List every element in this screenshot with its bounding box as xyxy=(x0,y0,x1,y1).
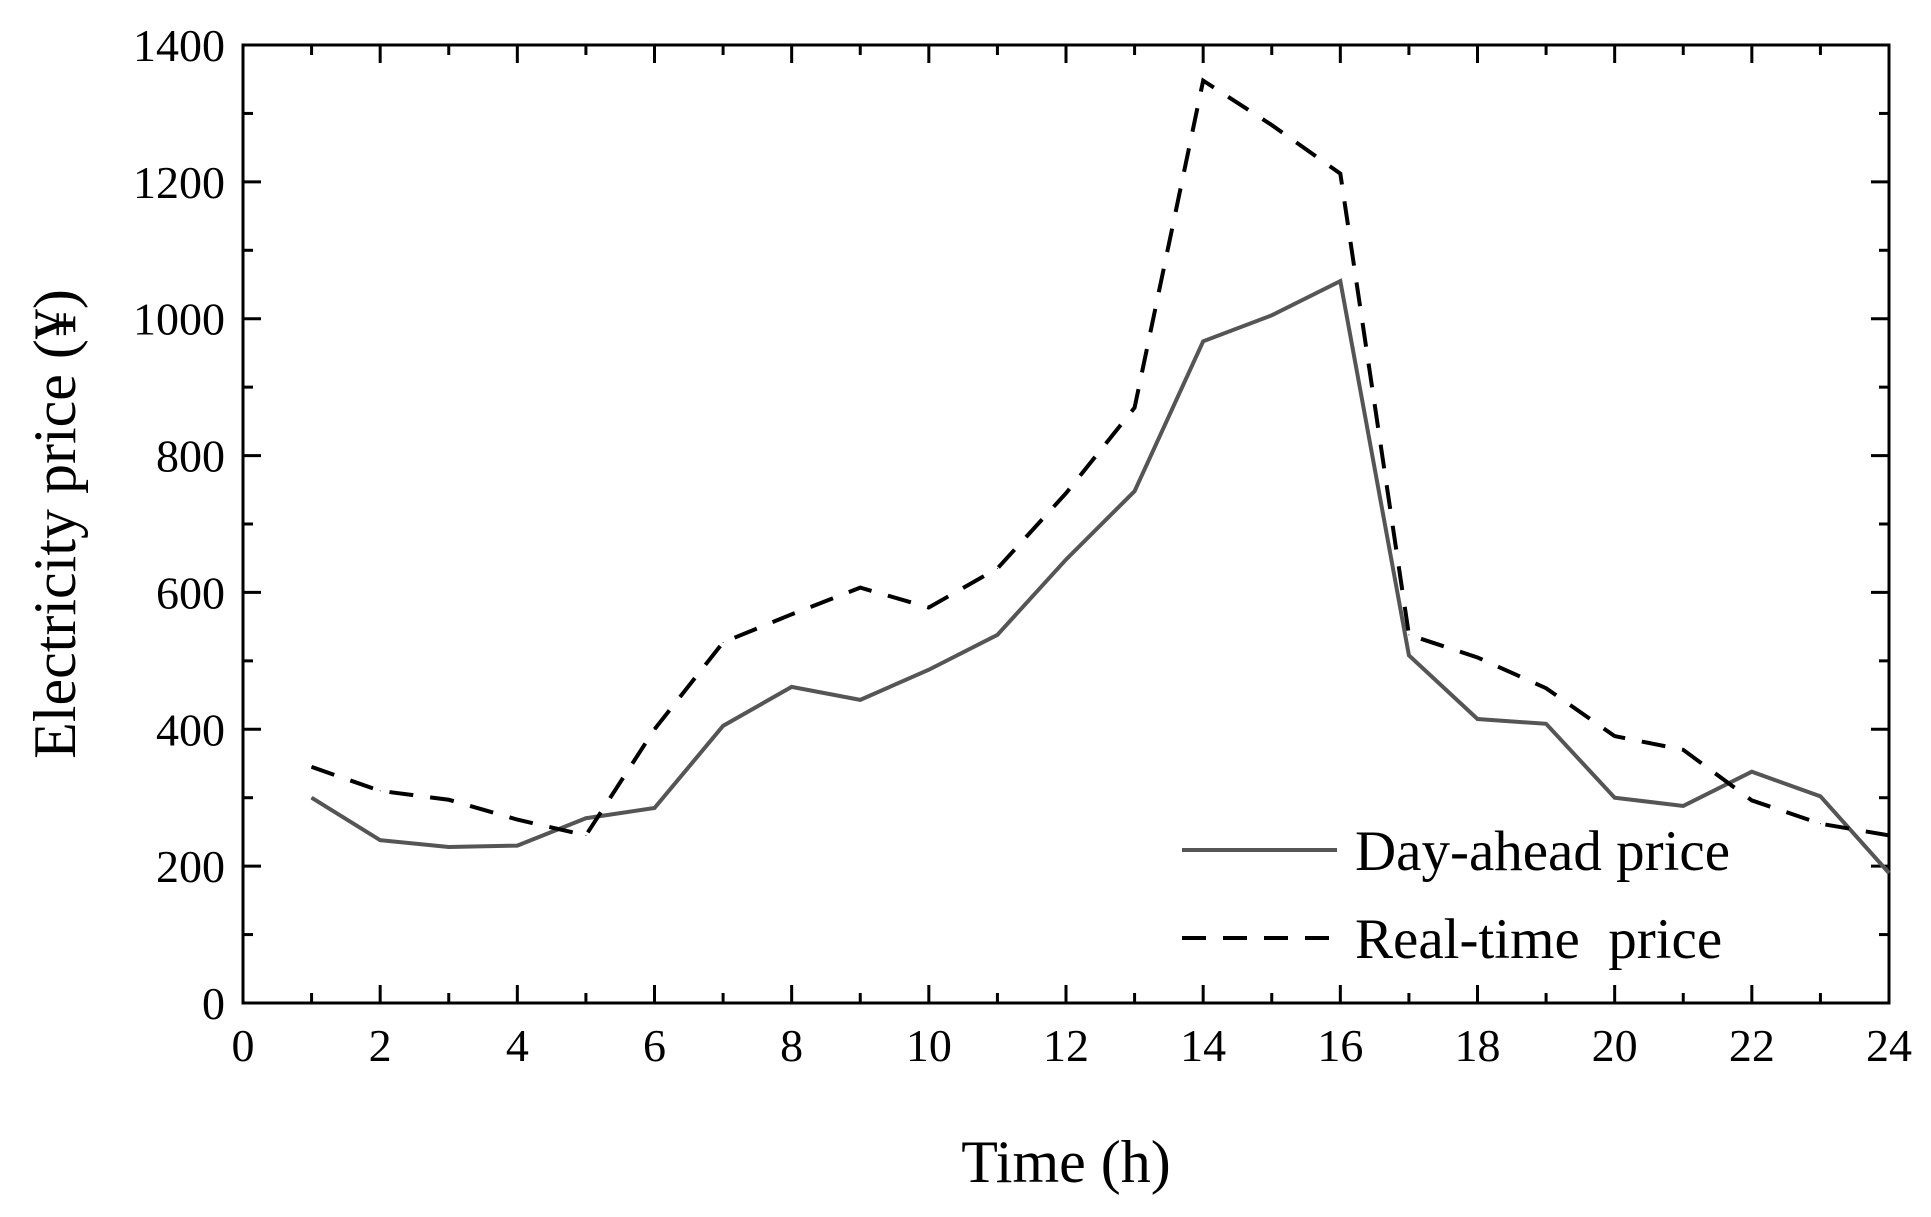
series-line-real-time xyxy=(310,77,1890,838)
data-point xyxy=(1819,795,1821,797)
data-point xyxy=(859,699,861,701)
y-tick-label: 0 xyxy=(202,978,225,1029)
data-point xyxy=(1614,735,1616,737)
y-tick-label: 600 xyxy=(156,567,225,618)
data-point xyxy=(928,669,930,671)
data-point xyxy=(791,613,793,615)
y-tick-label: 400 xyxy=(156,704,225,755)
data-point xyxy=(722,725,724,727)
y-axis-title: Electricity price (¥) xyxy=(22,289,88,759)
data-point xyxy=(379,839,381,841)
data-point xyxy=(1819,823,1821,825)
data-point xyxy=(722,641,724,643)
data-point xyxy=(1065,492,1067,494)
x-tick-label: 18 xyxy=(1455,1020,1501,1071)
x-tick-label: 10 xyxy=(906,1020,952,1071)
data-point xyxy=(1339,280,1341,282)
data-point xyxy=(996,634,998,636)
data-point xyxy=(1888,872,1890,874)
data-point xyxy=(1271,314,1273,316)
data-point xyxy=(1134,407,1136,409)
legend: Day-ahead price Real-time price xyxy=(1182,820,1730,971)
data-point xyxy=(1477,656,1478,658)
y-tick-label: 1400 xyxy=(133,20,225,71)
data-point xyxy=(585,834,587,836)
data-point xyxy=(516,845,518,847)
data-point xyxy=(791,686,793,688)
x-tick-label: 12 xyxy=(1043,1020,1089,1071)
x-tick-label: 20 xyxy=(1592,1020,1638,1071)
data-point xyxy=(1339,173,1341,175)
x-tick-label: 14 xyxy=(1180,1020,1226,1071)
data-point xyxy=(1202,340,1204,342)
data-point xyxy=(1202,80,1204,82)
data-point xyxy=(516,819,518,821)
x-tick-label: 16 xyxy=(1317,1020,1363,1071)
legend-label-day-ahead: Day-ahead price xyxy=(1355,820,1730,883)
y-tick-label: 200 xyxy=(156,841,225,892)
y-tick-label: 1000 xyxy=(133,294,225,345)
data-point xyxy=(1545,723,1547,725)
x-tick-label: 4 xyxy=(506,1020,529,1071)
data-point xyxy=(379,790,381,792)
data-point xyxy=(585,817,587,819)
data-point xyxy=(1408,654,1410,656)
data-point xyxy=(654,728,655,730)
data-point xyxy=(859,587,861,589)
data-point xyxy=(1682,805,1684,807)
y-tick-label: 800 xyxy=(156,431,225,482)
y-tick-label: 1200 xyxy=(133,157,225,208)
x-tick-label: 24 xyxy=(1866,1020,1912,1071)
y-axis-ticks: 0 200 400 600 800 1000 1200 1400 xyxy=(133,20,1889,1029)
x-tick-label: 8 xyxy=(780,1020,803,1071)
data-point xyxy=(1271,124,1273,126)
data-point xyxy=(1751,799,1753,801)
x-axis-ticks: 0 2 4 6 8 10 12 14 16 18 20 22 24 xyxy=(232,45,1912,1071)
data-point xyxy=(1682,749,1684,751)
data-point xyxy=(311,797,313,799)
data-point xyxy=(311,766,313,768)
data-point xyxy=(448,799,450,801)
data-point xyxy=(996,567,998,569)
x-tick-label: 6 xyxy=(643,1020,666,1071)
data-point xyxy=(448,846,450,848)
series-layer xyxy=(310,77,1891,875)
series-line-day-ahead xyxy=(310,278,1891,875)
x-tick-label: 0 xyxy=(232,1020,255,1071)
data-point xyxy=(1477,718,1478,720)
x-tick-label: 2 xyxy=(369,1020,392,1071)
x-tick-label: 22 xyxy=(1729,1020,1775,1071)
legend-label-real-time: Real-time price xyxy=(1355,908,1722,971)
data-point xyxy=(1751,771,1753,773)
data-point xyxy=(1545,687,1547,689)
data-point xyxy=(1614,797,1616,799)
x-axis-title: Time (h) xyxy=(961,1129,1170,1195)
data-point xyxy=(928,606,930,608)
data-point xyxy=(1408,634,1410,636)
data-point xyxy=(1888,834,1890,836)
data-point xyxy=(654,807,655,809)
data-point xyxy=(1065,559,1067,561)
data-point xyxy=(1134,490,1136,492)
